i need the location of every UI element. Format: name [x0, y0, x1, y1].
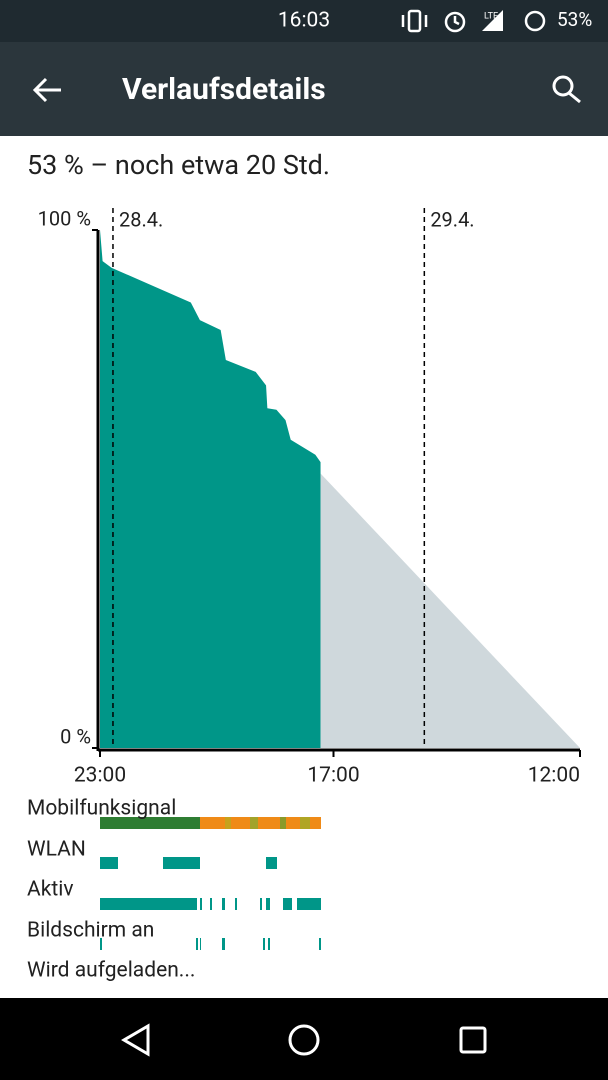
status-icons	[401, 9, 546, 33]
x-tick-label: 17:00	[307, 764, 359, 788]
status-bar	[0, 0, 608, 42]
y-tick-label: 100 %	[38, 206, 91, 230]
search-button[interactable]	[552, 75, 581, 104]
row-label: Wird aufgeladen...	[27, 959, 195, 983]
battery-chart: 28.4. 29.4. 0 % 100 % 23:00 17:00 12:00	[38, 206, 581, 788]
row-label: Mobilfunksignal	[27, 797, 176, 821]
nav-recents[interactable]	[459, 1026, 487, 1054]
date-label: 28.4.	[119, 207, 163, 231]
signal-icon	[482, 10, 503, 31]
toolbar-title: Verlaufsdetails	[122, 72, 326, 107]
network-type: LTE	[484, 11, 498, 21]
toolbar	[0, 42, 608, 136]
row-label: WLAN	[27, 838, 86, 862]
battery-area	[100, 230, 321, 748]
activity-strips	[100, 817, 321, 950]
x-tick-label: 12:00	[528, 764, 580, 788]
y-tick-label: 0 %	[60, 724, 91, 748]
battery-area	[320, 473, 580, 748]
date-label: 29.4.	[430, 207, 474, 231]
x-tick-label: 23:00	[74, 764, 126, 788]
nav-home[interactable]	[288, 1024, 320, 1056]
clock: 16:03	[278, 9, 330, 33]
nav-bar	[0, 998, 608, 1080]
summary: 53 % – noch etwa 20 Std.	[27, 149, 330, 181]
row-label: Aktiv	[27, 878, 74, 902]
nav-back[interactable]	[121, 1023, 150, 1057]
battery-text: 53%	[557, 8, 592, 31]
row-label: Bildschirm an	[27, 919, 154, 943]
back-button[interactable]	[32, 77, 61, 103]
